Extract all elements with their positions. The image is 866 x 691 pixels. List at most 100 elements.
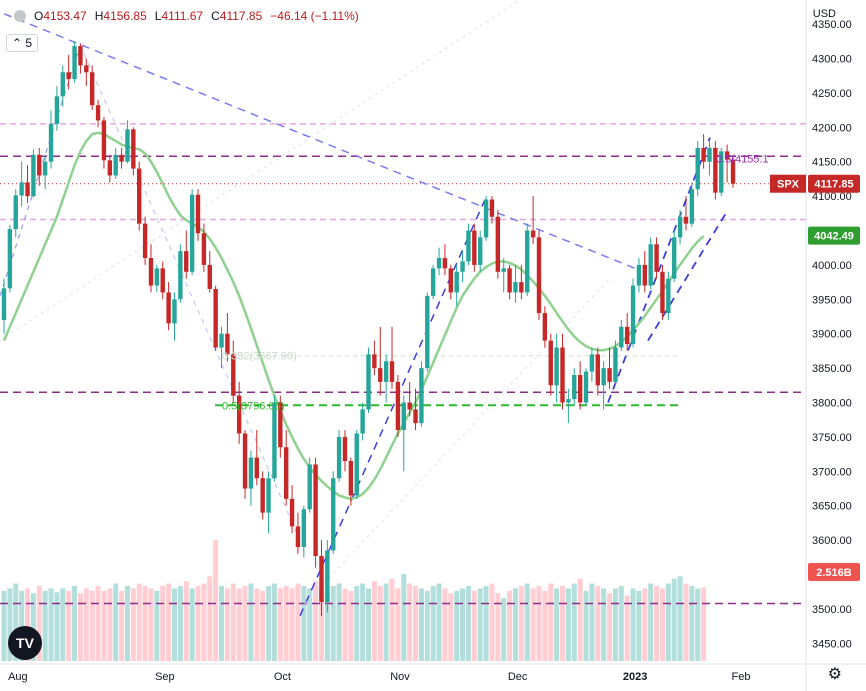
candle	[372, 340, 377, 376]
candle-body	[483, 199, 489, 238]
candle-body	[501, 268, 506, 272]
candle	[619, 319, 624, 351]
volume-bar	[689, 585, 695, 661]
candle-body	[577, 375, 583, 403]
volume-bar	[230, 583, 236, 661]
candle-body	[536, 237, 542, 314]
candle	[719, 147, 724, 197]
candle	[572, 368, 577, 406]
candle-body	[242, 433, 248, 489]
candle-body	[360, 409, 365, 434]
candle-body	[507, 268, 512, 293]
candle-body	[254, 457, 259, 479]
open-label: O	[34, 9, 44, 23]
candle-body	[295, 526, 301, 548]
visibility-toggle-icon[interactable]	[14, 10, 26, 22]
candle-body	[54, 96, 60, 124]
low-value: 4111.67	[161, 9, 204, 23]
candle-body	[401, 402, 406, 431]
candle	[7, 225, 13, 293]
y-tick-label: 3950.00	[812, 294, 852, 306]
candle-body	[189, 194, 195, 272]
volume-bar	[254, 588, 260, 661]
candle-body	[113, 154, 118, 176]
candle-body	[630, 285, 636, 345]
candle	[630, 278, 636, 348]
candle	[166, 282, 171, 331]
collapse-chevron-icon[interactable]: ⌃	[12, 36, 23, 50]
fib-lower-label: 0.5(3796.05)	[222, 400, 284, 412]
candle-body	[331, 478, 336, 551]
volume-bar	[295, 583, 301, 661]
candle-body	[383, 361, 389, 382]
volume-bar	[66, 590, 72, 661]
volume-bar	[13, 583, 19, 661]
candle	[283, 430, 289, 506]
candle-body	[225, 333, 230, 355]
volume-bar	[548, 583, 554, 661]
y-tick-label: 4000.00	[812, 260, 852, 272]
volume-bar	[324, 593, 330, 661]
volume-bar	[1, 590, 7, 661]
y-tick-label: 3700.00	[812, 466, 852, 478]
candle-body	[131, 129, 136, 169]
candle-body	[513, 282, 518, 293]
ma-price-label: 4042.49	[814, 231, 854, 243]
volume-bar	[677, 576, 683, 661]
candle-body	[436, 258, 442, 269]
candle	[589, 347, 595, 382]
currency-label[interactable]: USD	[812, 8, 836, 20]
candle-body	[636, 264, 642, 286]
candle-body	[560, 347, 565, 403]
candle-body	[272, 402, 277, 479]
candle-body	[184, 251, 189, 272]
candle	[119, 147, 124, 169]
volume-bar	[160, 585, 166, 661]
candle	[701, 134, 706, 169]
candle-body	[89, 72, 95, 106]
candle	[172, 292, 177, 341]
volume-bar	[89, 590, 95, 661]
candle-body	[542, 313, 548, 341]
trendline-down	[3, 13, 636, 270]
volume-bar	[248, 583, 254, 661]
candle-body	[660, 271, 665, 314]
candle-body	[460, 261, 465, 272]
candle	[354, 430, 359, 499]
candle	[184, 230, 189, 279]
candle-body	[213, 288, 218, 348]
indicator-legend[interactable]: ⌃ 5	[6, 34, 39, 52]
candle-body	[713, 147, 718, 193]
volume-bar	[260, 590, 266, 661]
tradingview-logo[interactable]: TV	[8, 626, 42, 660]
candle-body	[154, 268, 160, 286]
candle-body	[142, 223, 148, 259]
candle	[66, 55, 71, 90]
candle	[624, 313, 630, 351]
x-tick-label: Feb	[732, 671, 751, 683]
candle	[60, 65, 65, 107]
gear-icon[interactable]: ⚙	[827, 666, 842, 683]
volume-bar	[195, 585, 201, 661]
volume-bar	[495, 593, 501, 661]
candle	[560, 333, 565, 410]
candle	[213, 285, 218, 351]
candle	[37, 147, 42, 186]
candle	[383, 354, 389, 403]
candle-body	[307, 464, 312, 510]
candle-body	[336, 436, 342, 479]
volume-bar	[277, 588, 283, 661]
volume-bar	[501, 598, 507, 661]
candle	[125, 120, 130, 164]
candle-body	[125, 129, 130, 162]
candle-body	[48, 123, 54, 162]
volume-bar	[465, 585, 471, 661]
trendline-fib-mid	[79, 44, 301, 541]
x-tick-label: Oct	[274, 671, 291, 683]
candle	[325, 540, 330, 613]
volume-bar	[313, 581, 319, 661]
candle	[689, 182, 695, 228]
candle	[389, 326, 395, 389]
volume-bar	[236, 588, 242, 661]
